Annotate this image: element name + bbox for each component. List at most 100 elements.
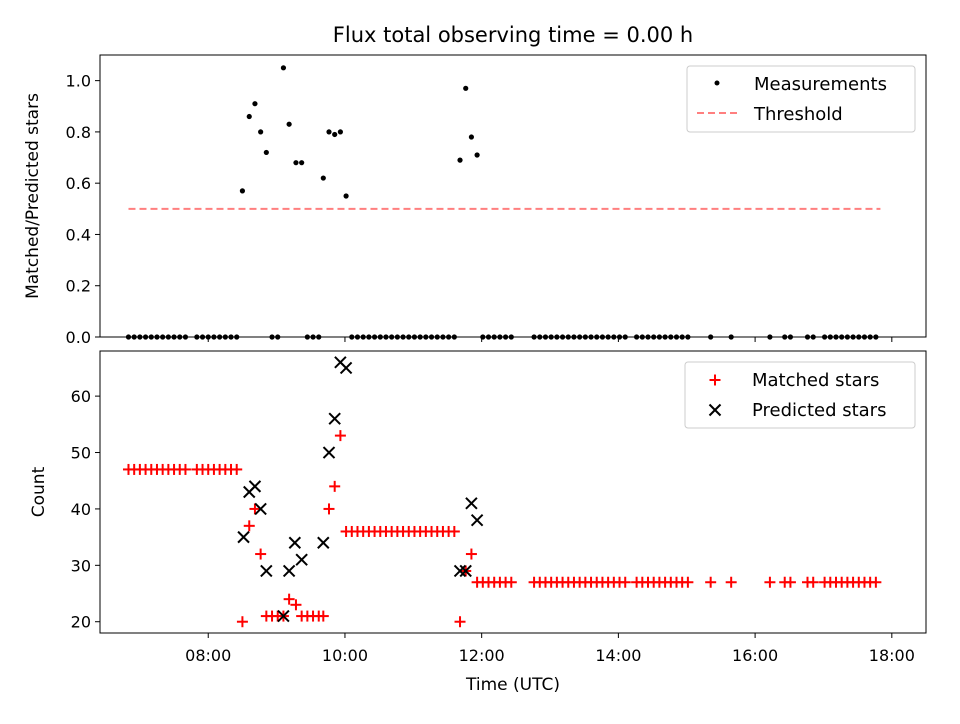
measurement-point <box>468 134 475 140</box>
predicted-star-point <box>237 530 250 544</box>
top-y-tick-label: 0.8 <box>66 123 91 142</box>
matched-star-point <box>505 576 517 588</box>
legend-marker-measurements <box>714 80 720 86</box>
matched-star-point <box>290 599 302 611</box>
top-axes: 0.0 0.2 0.4 0.6 0.8 1.0 <box>66 72 893 347</box>
matched-star-point <box>725 576 737 588</box>
measurement-point <box>299 160 305 166</box>
bottom-legend: Matched stars Predicted stars <box>684 361 916 429</box>
matched-star-point <box>243 520 255 532</box>
predicted-star-point <box>248 480 262 493</box>
measurement-point <box>457 157 463 163</box>
bottom-panel: 20 30 40 50 60 08:00 10:00 12:00 14:00 16:00 18:00… <box>29 350 927 695</box>
top-legend-box <box>686 65 916 133</box>
bottom-y-tick-label: 60 <box>71 387 91 406</box>
predicted-star-point <box>322 446 336 459</box>
measurement-point <box>286 121 292 127</box>
bottom-axes-frame <box>99 350 927 634</box>
legend-cross-glyph <box>708 403 722 417</box>
predicted-star-point <box>295 553 308 566</box>
predicted-star-point <box>453 564 467 578</box>
x-tick-label: 10:00 <box>322 646 368 665</box>
matched-star-point <box>231 463 243 475</box>
predicted-star-point <box>465 497 478 510</box>
measurement-point <box>343 193 349 199</box>
matched-star-point <box>334 430 346 442</box>
bottom-y-tick-label: 50 <box>71 444 91 463</box>
bottom-y-tick-label: 20 <box>71 613 91 632</box>
legend-marker-predicted <box>708 403 722 417</box>
measurement-point <box>463 85 469 91</box>
matched-star-point <box>255 548 267 560</box>
predicted-star-point <box>328 412 341 425</box>
measurement-point <box>293 160 299 166</box>
predicted-star-point <box>260 564 273 578</box>
top-y-tick-label: 1.0 <box>66 72 91 91</box>
predicted-star-point <box>277 609 290 623</box>
legend-plus-glyph <box>709 374 721 386</box>
measurement-point <box>337 129 343 135</box>
bottom-legend-box <box>684 361 916 429</box>
matched-star-point <box>682 576 694 588</box>
top-y-tick-label: 0.4 <box>66 225 91 244</box>
legend-label-matched: Matched stars <box>752 370 879 391</box>
x-tick-label: 14:00 <box>595 646 641 665</box>
matched-star-point <box>454 616 466 628</box>
legend-label-predicted: Predicted stars <box>752 400 886 421</box>
top-y-tick-label: 0.6 <box>66 174 91 193</box>
predicted-star-point <box>254 502 267 516</box>
top-y-axis-label: Matched/Predicted stars <box>23 93 43 299</box>
predicted-star-point <box>459 564 472 578</box>
bottom-y-axis-label: Count <box>29 466 49 517</box>
top-axes-frame <box>99 54 927 338</box>
matched-star-point <box>317 610 329 622</box>
matched-star-point <box>764 576 776 588</box>
measurement-point <box>258 129 264 135</box>
legend-marker-matched <box>709 374 721 386</box>
x-tick-label: 18:00 <box>869 646 915 665</box>
measurement-point <box>326 129 332 135</box>
predicted-points-layer <box>237 356 484 623</box>
predicted-star-point <box>282 564 296 578</box>
matched-star-point <box>179 463 191 475</box>
measurement-point <box>263 149 269 156</box>
x-tick-label: 16:00 <box>732 646 778 665</box>
matched-star-point <box>465 548 477 560</box>
measurement-point <box>239 188 246 194</box>
matched-star-point <box>448 525 460 537</box>
bottom-axes: 20 30 40 50 60 08:00 10:00 12:00 14:00 16:00 18:00 <box>71 387 915 665</box>
x-tick-label: 08:00 <box>185 646 231 665</box>
top-legend: Measurements Threshold <box>686 65 916 133</box>
matched-star-point <box>249 503 261 515</box>
matched-star-point <box>705 576 717 588</box>
measurement-point <box>474 152 480 158</box>
measurement-point <box>280 65 287 71</box>
predicted-star-point <box>470 513 484 527</box>
matched-star-point <box>236 616 248 628</box>
matched-star-point <box>870 576 882 588</box>
matched-star-point <box>807 576 819 588</box>
matched-star-point <box>619 576 631 588</box>
matched-star-point <box>323 503 335 515</box>
measurement-point <box>320 175 326 181</box>
predicted-star-point <box>288 536 302 549</box>
x-axis-label: Time (UTC) <box>465 675 560 695</box>
matched-points-layer <box>122 430 882 628</box>
measurement-point <box>332 131 338 138</box>
matched-star-point <box>329 480 341 492</box>
legend-label-threshold: Threshold <box>753 104 843 125</box>
predicted-star-point <box>339 361 353 375</box>
chart-title: Flux total observing time = 0.00 h <box>333 23 693 47</box>
measurement-point <box>252 101 258 107</box>
bottom-y-tick-label: 30 <box>71 556 91 575</box>
bottom-y-tick-label: 40 <box>71 500 91 519</box>
matched-star-point <box>784 576 796 588</box>
predicted-star-point <box>317 536 330 549</box>
matched-star-point <box>283 593 295 605</box>
top-y-tick-label: 0.0 <box>66 328 91 347</box>
top-panel: 0.0 0.2 0.4 0.6 0.8 1.0 Matched/Predicted sta… <box>23 54 927 347</box>
legend-label-measurements: Measurements <box>754 74 887 95</box>
top-y-tick-label: 0.2 <box>66 277 91 296</box>
x-tick-label: 12:00 <box>459 646 505 665</box>
